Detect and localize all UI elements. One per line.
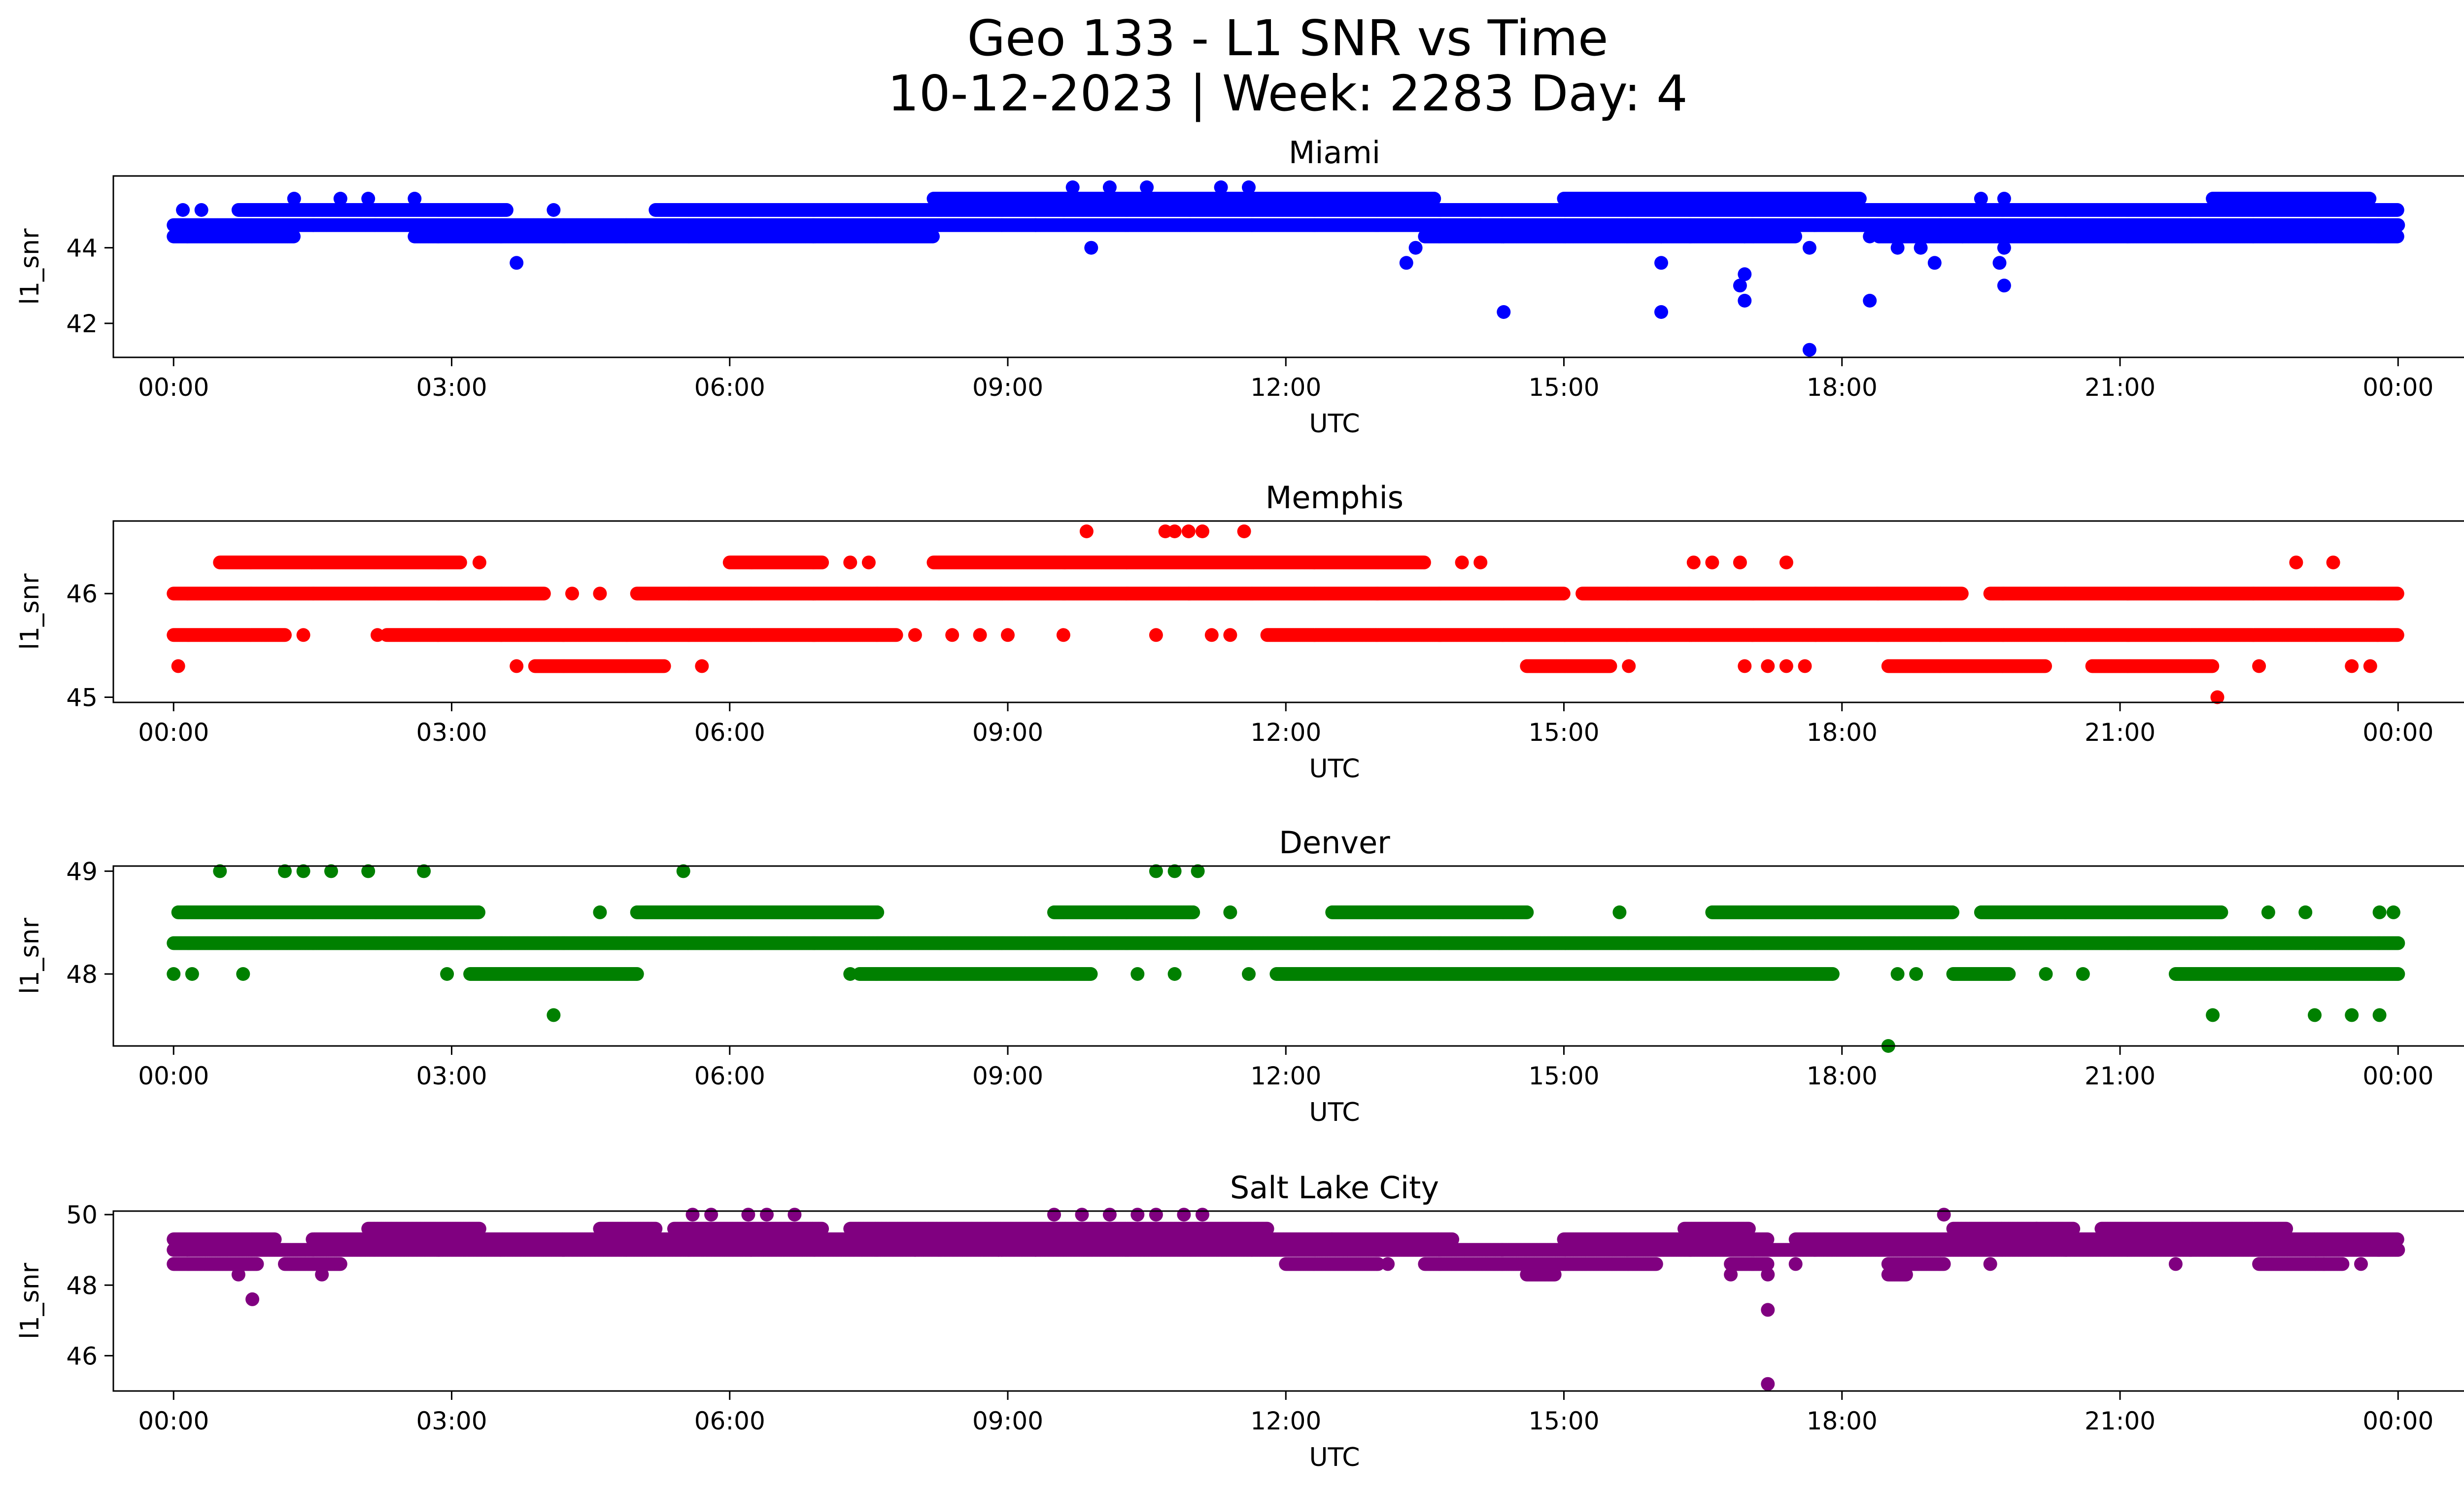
figure-subtitle: 10-12-2023 | Week: 2283 Day: 4 xyxy=(0,69,2464,118)
series-markers xyxy=(167,180,2405,357)
data-point xyxy=(287,229,301,243)
data-point xyxy=(2391,218,2405,232)
data-point xyxy=(499,203,513,217)
subplot-title: Miami xyxy=(1289,135,1380,171)
figure-title: Geo 133 - L1 SNR vs Time xyxy=(0,14,2464,63)
